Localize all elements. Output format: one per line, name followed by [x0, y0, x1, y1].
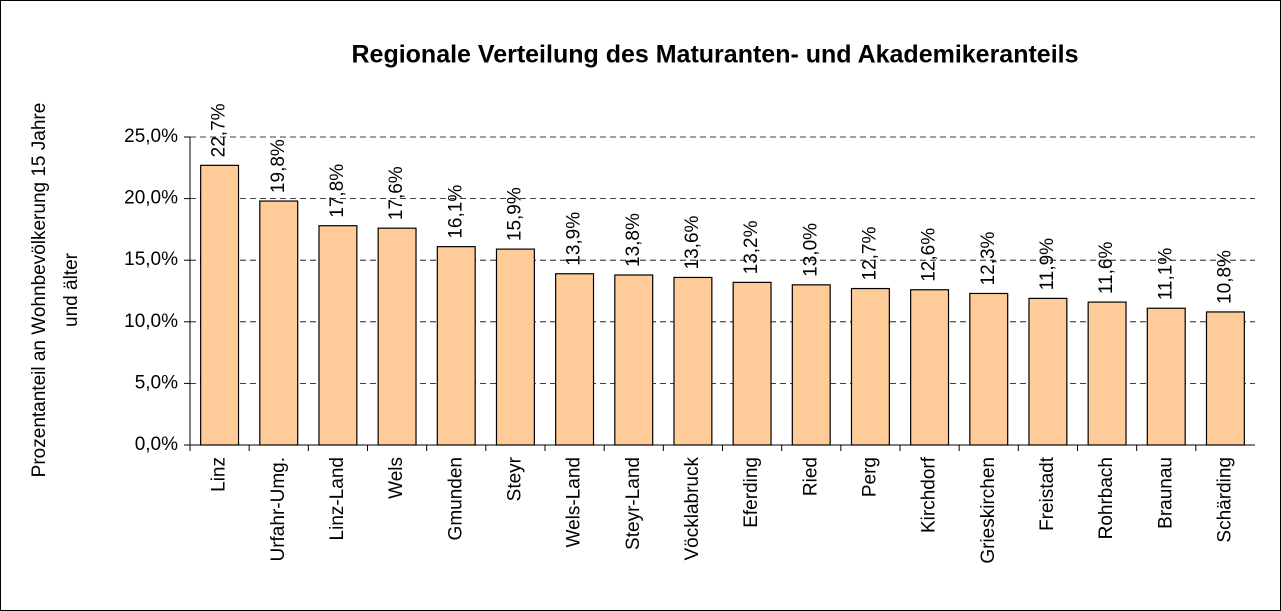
value-label: 13,0%: [800, 223, 821, 277]
bar: [732, 281, 772, 446]
value-label: 12,7%: [859, 227, 880, 281]
bar: [1087, 301, 1127, 446]
bar: [259, 200, 299, 446]
bar: [318, 225, 358, 446]
value-label: 17,8%: [327, 164, 348, 218]
x-tick-label: Kirchdorf: [919, 456, 940, 533]
value-label: 16,1%: [445, 185, 466, 239]
x-tick-label: Urfahr-Umg.: [268, 457, 289, 562]
bar: [910, 289, 950, 446]
bar: [1146, 307, 1186, 446]
bar: [850, 287, 890, 446]
y-axis-label: und älter: [61, 252, 82, 327]
value-label: 13,6%: [682, 215, 703, 269]
value-label: 10,8%: [1214, 250, 1235, 304]
y-tick-label: 5,0%: [135, 372, 178, 393]
value-label: 15,9%: [504, 187, 525, 241]
x-tick-label: Braunau: [1155, 457, 1176, 529]
bar: [436, 246, 476, 446]
value-label: 12,3%: [978, 231, 999, 285]
x-tick-label: Grieskirchen: [978, 457, 999, 564]
x-tick-label: Perg: [859, 457, 880, 497]
bar: [673, 276, 713, 446]
x-tick-label: Steyr-Land: [623, 457, 644, 550]
bar: [1028, 297, 1068, 446]
y-axis-label: Prozentanteil an Wohnbevölkerung 15 Jahr…: [29, 103, 50, 478]
x-tick-label: Wels-Land: [564, 457, 585, 547]
x-tick-label: Linz-Land: [327, 457, 348, 540]
bar: [969, 292, 1009, 446]
x-tick-label: Rohrbach: [1096, 457, 1117, 539]
x-tick-label: Ried: [800, 457, 821, 496]
x-tick-label: Linz: [209, 457, 230, 492]
value-label: 12,6%: [919, 228, 940, 282]
value-label: 17,6%: [386, 166, 407, 220]
x-tick-label: Schärding: [1214, 457, 1235, 543]
x-tick-label: Gmunden: [445, 457, 466, 540]
y-tick-label: 20,0%: [124, 188, 178, 209]
value-label: 22,7%: [209, 103, 230, 157]
bar: [377, 227, 417, 446]
value-label: 13,8%: [623, 213, 644, 267]
value-label: 11,1%: [1155, 248, 1176, 301]
x-tick-label: Wels: [386, 457, 407, 499]
value-label: 11,6%: [1096, 242, 1117, 295]
y-tick-label: 0,0%: [135, 434, 178, 455]
bar: [614, 274, 654, 446]
x-tick-label: Vöcklabruck: [682, 457, 703, 561]
value-label: 13,2%: [741, 220, 762, 274]
value-label: 11,9%: [1037, 238, 1058, 291]
y-tick-label: 15,0%: [124, 249, 178, 270]
bar: [200, 164, 240, 446]
bar: [555, 273, 595, 446]
x-tick-label: Steyr: [504, 456, 525, 501]
chart-title: Regionale Verteilung des Maturanten- und…: [351, 41, 1078, 69]
y-tick-label: 10,0%: [124, 311, 178, 332]
x-tick-label: Freistadt: [1037, 456, 1058, 531]
bar: [791, 284, 831, 446]
x-tick-label: Eferding: [741, 457, 762, 528]
value-label: 13,9%: [564, 212, 585, 266]
y-tick-label: 25,0%: [124, 126, 178, 147]
value-label: 19,8%: [268, 139, 289, 193]
bar: [495, 248, 535, 446]
bar: [1205, 311, 1245, 446]
